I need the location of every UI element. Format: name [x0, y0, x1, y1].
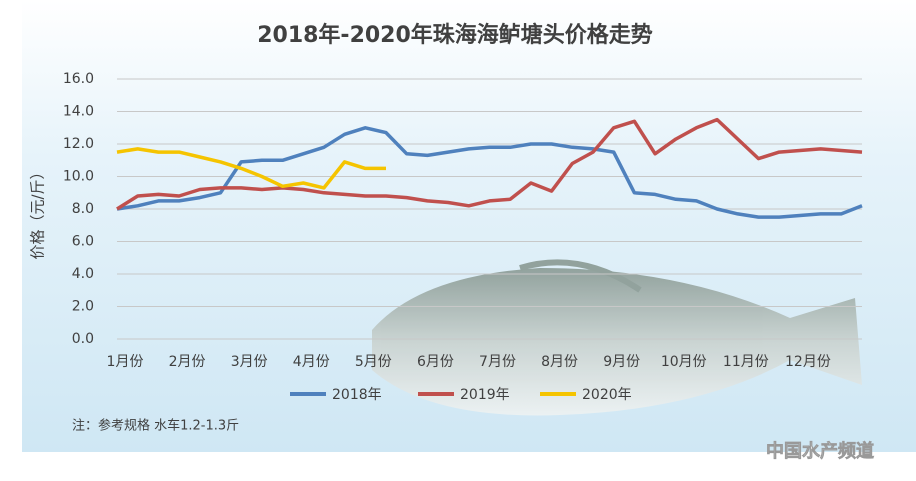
x-tick-label: 10月份	[661, 354, 707, 370]
y-tick-label: 6.0	[72, 234, 94, 250]
note: 注：参考规格 水车1.2-1.3斤	[72, 418, 239, 434]
x-tick-label: 5月份	[355, 354, 392, 370]
x-tick-label: 7月份	[479, 354, 516, 370]
x-tick-label: 12月份	[785, 354, 831, 370]
legend-label: 2018年	[332, 387, 382, 403]
y-axis-label: 价格（元/斤）	[29, 164, 47, 259]
x-tick-label: 4月份	[293, 354, 330, 370]
grid	[117, 78, 862, 340]
y-tick-label: 2.0	[72, 299, 94, 315]
x-tick-label: 6月份	[417, 354, 454, 370]
chart-title: 2018年-2020年珠海海鲈塘头价格走势	[257, 22, 653, 48]
fish-illustration	[372, 259, 862, 416]
x-tick-label: 9月份	[603, 354, 640, 370]
watermark: 中国水产频道	[766, 440, 874, 462]
y-tick-label: 4.0	[72, 266, 94, 282]
x-tick-label: 8月份	[541, 354, 578, 370]
legend-label: 2020年	[582, 387, 632, 403]
series-line	[116, 117, 863, 211]
y-tick-label: 16.0	[63, 71, 94, 87]
y-tick-label: 14.0	[63, 104, 94, 120]
legend-label: 2019年	[460, 387, 510, 403]
series-line	[116, 147, 386, 190]
x-tick-label: 3月份	[231, 354, 268, 370]
x-tick-label: 2月份	[169, 354, 206, 370]
y-tick-label: 8.0	[72, 201, 94, 217]
series-line	[116, 126, 863, 219]
x-tick-label: 1月份	[107, 354, 144, 370]
x-tick-label: 11月份	[723, 354, 769, 370]
y-tick-label: 0.0	[72, 331, 94, 347]
y-tick-label: 12.0	[63, 136, 94, 152]
y-tick-label: 10.0	[63, 169, 94, 185]
